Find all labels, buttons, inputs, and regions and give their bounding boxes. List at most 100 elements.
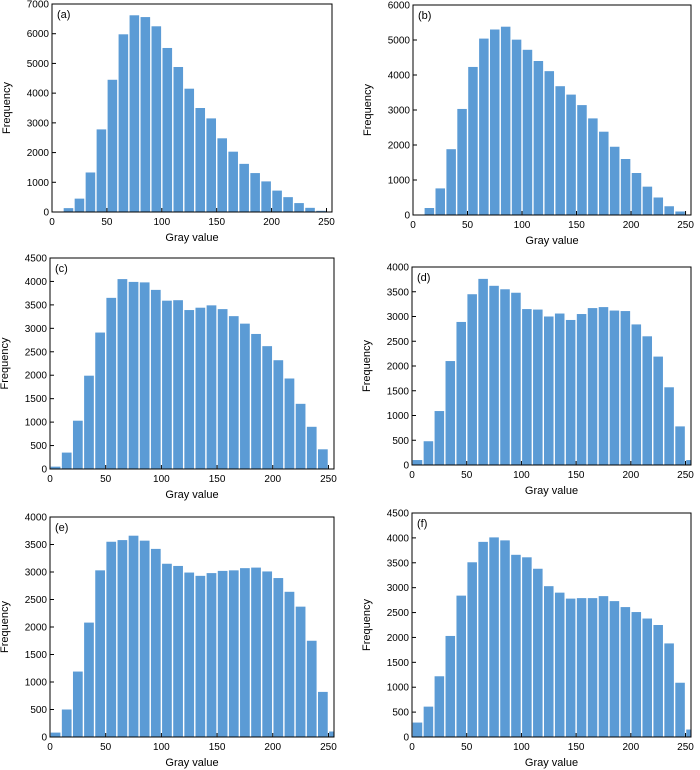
y-axis-label: Frequency (0, 337, 11, 389)
x-axis-label: Gray value (525, 757, 578, 769)
histogram-bar (456, 321, 467, 465)
x-axis-label: Gray value (525, 485, 578, 497)
y-tick-label: 2500 (387, 337, 410, 348)
histogram-bar (128, 281, 139, 469)
histogram-bar (107, 79, 118, 212)
x-tick-label: 0 (410, 220, 416, 231)
y-tick-label: 2500 (387, 608, 410, 619)
y-tick-label: 1500 (387, 386, 410, 397)
x-tick-label: 250 (677, 220, 694, 231)
histogram-bar (273, 360, 284, 469)
histogram-bar (598, 307, 609, 465)
x-axis-label: Gray value (165, 232, 218, 244)
histogram-bar (500, 540, 510, 737)
histogram-bar (240, 568, 250, 737)
y-tick-label: 3000 (387, 312, 410, 323)
histogram-bar (74, 198, 85, 212)
histogram-bar (599, 131, 609, 215)
histogram-bar (446, 149, 456, 215)
histogram-bar (543, 586, 554, 737)
histogram-bar (631, 173, 642, 215)
histogram-bar (642, 186, 653, 215)
x-tick-label: 250 (320, 474, 337, 485)
histogram-bar (284, 378, 295, 469)
histogram-bar (445, 361, 456, 465)
histogram-bar (283, 197, 293, 212)
y-tick-label: 6000 (27, 29, 50, 40)
histogram-bar (533, 61, 544, 215)
histogram-bar (445, 635, 456, 737)
histogram-bar (262, 571, 273, 737)
histogram-bar (653, 197, 664, 215)
x-tick-label: 0 (47, 742, 53, 753)
histogram-bar (85, 172, 96, 212)
histogram-bar (63, 208, 74, 212)
y-tick-label: 3000 (25, 324, 48, 335)
histogram-bar (664, 206, 674, 215)
histogram-bar (117, 279, 128, 469)
x-tick-label: 100 (153, 217, 170, 228)
histogram-bar (565, 319, 576, 465)
x-tick-label: 0 (409, 470, 415, 481)
bars (50, 279, 328, 469)
histogram-panel-f: 0 500 1000 1500 2000 2500 3000 3500 4000 4500 0 50 1… (361, 509, 694, 770)
x-tick-label: 250 (677, 470, 694, 481)
histogram-bar (306, 640, 317, 737)
x-tick-label: 150 (568, 470, 585, 481)
x-tick-label: 50 (461, 470, 473, 481)
y-tick-label: 0 (41, 465, 47, 476)
x-tick-label: 150 (208, 217, 225, 228)
histogram-bar (533, 568, 543, 737)
histogram-panel-e: 0 500 1000 1500 2000 2500 3000 3500 4000 0 50 100 15… (0, 513, 337, 770)
histogram-bar (544, 71, 555, 215)
histogram-bar (173, 565, 183, 737)
histogram-bar (609, 601, 620, 737)
histogram-bar (686, 729, 691, 737)
histogram-bar (620, 607, 631, 737)
histogram-bar (295, 403, 306, 469)
histogram-bar (587, 308, 598, 465)
histogram-bar (478, 541, 488, 737)
y-tick-label: 1000 (27, 178, 50, 189)
x-tick-label: 200 (264, 742, 281, 753)
x-tick-label: 0 (49, 217, 55, 228)
histogram-bar (554, 592, 565, 737)
histogram-bar (316, 210, 326, 212)
histogram-bar (184, 88, 195, 212)
y-tick-label: 2500 (25, 347, 48, 358)
y-tick-label: 4500 (387, 509, 410, 520)
x-tick-label: 0 (47, 474, 53, 485)
histogram-bar (184, 572, 195, 737)
x-axis-label: Gray value (525, 235, 578, 247)
histogram-bar (576, 598, 587, 737)
histogram-bar (467, 294, 477, 465)
y-tick-label: 1000 (387, 683, 410, 694)
bars (413, 26, 685, 215)
y-axis-label: Frequency (0, 601, 11, 653)
x-axis-label: Gray value (165, 489, 218, 501)
histogram-bar (511, 292, 521, 465)
y-tick-label: 500 (30, 441, 47, 452)
histogram-bar (675, 682, 685, 737)
y-tick-label: 3500 (387, 558, 410, 569)
panel-label: (c) (55, 263, 68, 275)
y-axis-label: Frequency (361, 340, 373, 392)
y-tick-label: 4500 (25, 254, 48, 265)
y-tick-label: 1500 (25, 394, 48, 405)
y-tick-label: 1500 (25, 650, 48, 661)
histogram-bar (106, 297, 117, 469)
y-tick-label: 3000 (27, 118, 50, 129)
y-tick-label: 2000 (387, 633, 410, 644)
histogram-bar (609, 310, 620, 465)
histogram-bar (566, 94, 576, 215)
histogram-bar (490, 29, 500, 215)
histogram-bar (434, 676, 445, 737)
histogram-bar (50, 732, 61, 737)
histogram-bar (184, 310, 195, 469)
histogram-bar (317, 691, 328, 737)
histogram-bar (664, 387, 674, 465)
panel-label: (e) (55, 522, 68, 534)
histogram-panel-c: 0 500 1000 1500 2000 2500 3000 3500 4000 4500 0 50 1… (0, 254, 337, 502)
histogram-bar (150, 289, 161, 469)
histogram-bar (162, 47, 173, 212)
